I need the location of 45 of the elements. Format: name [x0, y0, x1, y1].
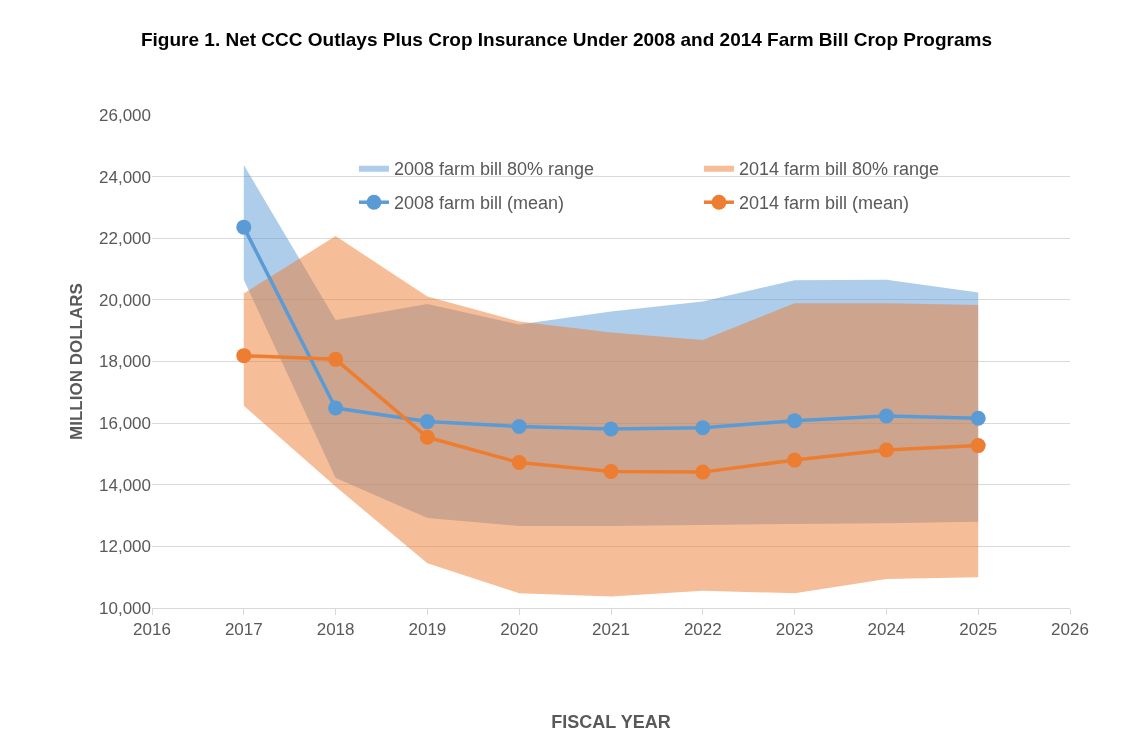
x-tick-label: 2023 [775, 620, 814, 640]
point [603, 421, 619, 437]
y-tick-label: 16,000 [99, 414, 151, 434]
legend-label: 2008 farm bill 80% range [393, 158, 595, 179]
x-tick-label: 2018 [316, 620, 355, 640]
x-tick-label: 2016 [133, 620, 171, 640]
point [236, 219, 252, 235]
x-tick-label: 2021 [592, 620, 630, 640]
point [695, 420, 711, 436]
point [695, 464, 711, 480]
legend-label: 2014 farm bill (mean) [738, 193, 910, 214]
chart-title: Figure 1. Net CCC Outlays Plus Crop Insurance Under 2008 and 2014 Farm Bill Crop Programs [140, 29, 993, 51]
y-tick-label: 26,000 [99, 105, 151, 125]
x-tick-label: 2026 [1051, 620, 1089, 640]
point [787, 413, 803, 429]
point [970, 438, 986, 454]
x-tick-label: 2017 [224, 620, 263, 640]
y-tick-label: 22,000 [99, 229, 151, 249]
y-tick-label: 10,000 [99, 598, 151, 618]
point [511, 419, 527, 434]
x-tick-label: 2019 [408, 620, 447, 640]
point [970, 410, 986, 426]
point [419, 429, 435, 445]
x-tick-label: 2024 [867, 620, 906, 640]
point [787, 452, 803, 468]
legend-label: 2008 farm bill (mean) [393, 193, 565, 214]
y-tick-label: 24,000 [99, 167, 151, 187]
y-tick-label: 18,000 [99, 352, 151, 372]
y-tick-label: 12,000 [99, 537, 151, 557]
point [328, 400, 344, 416]
legend-label: 2014 farm bill 80% range [738, 158, 940, 179]
x-tick-label: 2025 [959, 620, 998, 640]
point [511, 455, 527, 471]
point [878, 408, 894, 424]
y-tick-label: 14,000 [99, 475, 151, 495]
point [328, 351, 344, 367]
point [419, 414, 435, 430]
x-axis-title: FISCAL YEAR [551, 712, 671, 732]
x-tick-label: 2022 [683, 620, 722, 640]
x-tick-label: 2020 [500, 620, 539, 640]
point [878, 442, 894, 458]
y-tick-label: 20,000 [99, 290, 151, 310]
point [603, 464, 619, 479]
y-axis-title: MILLION DOLLARS [66, 283, 86, 440]
point [236, 348, 252, 364]
